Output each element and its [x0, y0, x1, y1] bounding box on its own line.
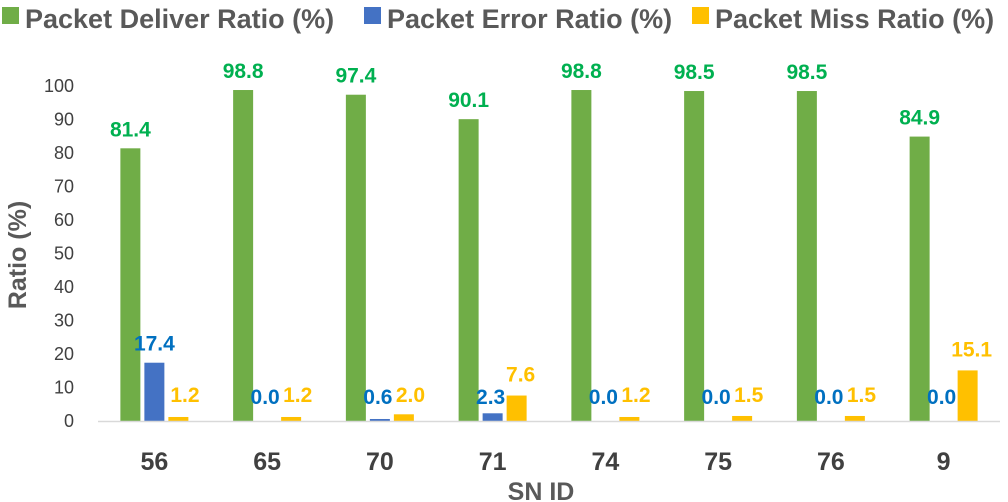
y-tick-label: 40 [54, 277, 74, 297]
legend: Packet Deliver Ratio (%) Packet Error Rat… [2, 4, 994, 34]
data-label: 7.6 [506, 364, 535, 387]
y-tick-label: 10 [54, 378, 74, 398]
x-axis-ticks: 56 65 70 71 74 75 76 9 [140, 448, 950, 476]
x-tick-label: 74 [591, 448, 619, 476]
bar [144, 362, 165, 421]
data-label: 1.2 [621, 384, 650, 407]
bar [909, 136, 930, 421]
data-labels: 81.417.41.298.80.0 1.297.40.6 2.090.12.37.… [110, 60, 992, 409]
y-tick-label: 100 [44, 76, 74, 96]
bar [844, 415, 865, 421]
legend-label: Packet Miss Ratio (%) [715, 4, 994, 34]
bar [345, 94, 366, 422]
x-tick-label: 56 [140, 448, 168, 476]
data-label: 1.2 [170, 384, 199, 407]
data-label: 2.0 [396, 384, 425, 407]
bar [233, 90, 254, 422]
x-tick-label: 76 [817, 448, 845, 476]
bar [619, 416, 640, 421]
bar [957, 370, 978, 421]
data-label: 81.4 [110, 118, 151, 141]
data-label: 1.5 [734, 384, 764, 407]
y-tick-label: 0 [64, 411, 74, 431]
data-label: 0.0 [251, 386, 280, 409]
bar [506, 395, 527, 421]
y-tick-label: 60 [54, 210, 74, 230]
legend-swatch [692, 7, 709, 24]
data-label: 97.4 [335, 65, 376, 88]
bar [393, 414, 414, 421]
bar [369, 418, 390, 421]
data-label: 84.9 [899, 107, 940, 130]
x-tick-label: 65 [253, 448, 281, 476]
bar [796, 91, 817, 422]
data-label: 0.0 [927, 386, 956, 409]
bar [458, 119, 479, 421]
data-label: 15.1 [951, 338, 992, 361]
bar [168, 416, 189, 421]
x-tick-label: 71 [479, 448, 507, 476]
data-label: 0.0 [702, 386, 731, 409]
legend-item: Packet Deliver Ratio (%) [2, 4, 334, 34]
data-label: 98.5 [786, 61, 827, 84]
bar [684, 91, 705, 422]
y-tick-label: 30 [54, 311, 74, 331]
y-tick-label: 50 [54, 244, 74, 264]
legend-swatch [364, 7, 381, 24]
bars [120, 90, 978, 422]
data-label: 0.6 [363, 386, 392, 409]
bar [281, 416, 302, 421]
bar [120, 148, 141, 421]
data-label: 17.4 [134, 333, 175, 356]
y-tick-label: 70 [54, 177, 74, 197]
data-label: 98.8 [223, 60, 264, 83]
data-label: 2.3 [476, 386, 505, 409]
y-tick-label: 80 [54, 143, 74, 163]
legend-label: Packet Deliver Ratio (%) [25, 4, 334, 34]
legend-item: Packet Error Ratio (%) [364, 4, 672, 34]
bar [732, 415, 753, 421]
x-tick-label: 9 [937, 448, 951, 476]
data-label: 98.5 [674, 61, 715, 84]
data-label: 0.0 [589, 386, 618, 409]
bar [571, 90, 592, 422]
x-tick-label: 70 [366, 448, 394, 476]
legend-swatch [2, 7, 19, 24]
y-tick-label: 90 [54, 110, 74, 130]
x-tick-label: 75 [704, 448, 732, 476]
y-axis-ticks: 0 10 20 30 40 50 60 70 80 90 100 [44, 76, 74, 431]
x-axis-title: SN ID [508, 478, 575, 502]
legend-item: Packet Miss Ratio (%) [692, 4, 994, 34]
legend-label: Packet Error Ratio (%) [387, 4, 672, 34]
y-axis-title: Ratio (%) [4, 201, 32, 309]
data-label: 0.0 [814, 386, 843, 409]
data-label: 90.1 [448, 89, 489, 112]
y-tick-label: 20 [54, 344, 74, 364]
data-label: 1.5 [847, 384, 877, 407]
data-label: 1.2 [283, 384, 312, 407]
data-label: 98.8 [561, 60, 602, 83]
bar [482, 413, 503, 421]
